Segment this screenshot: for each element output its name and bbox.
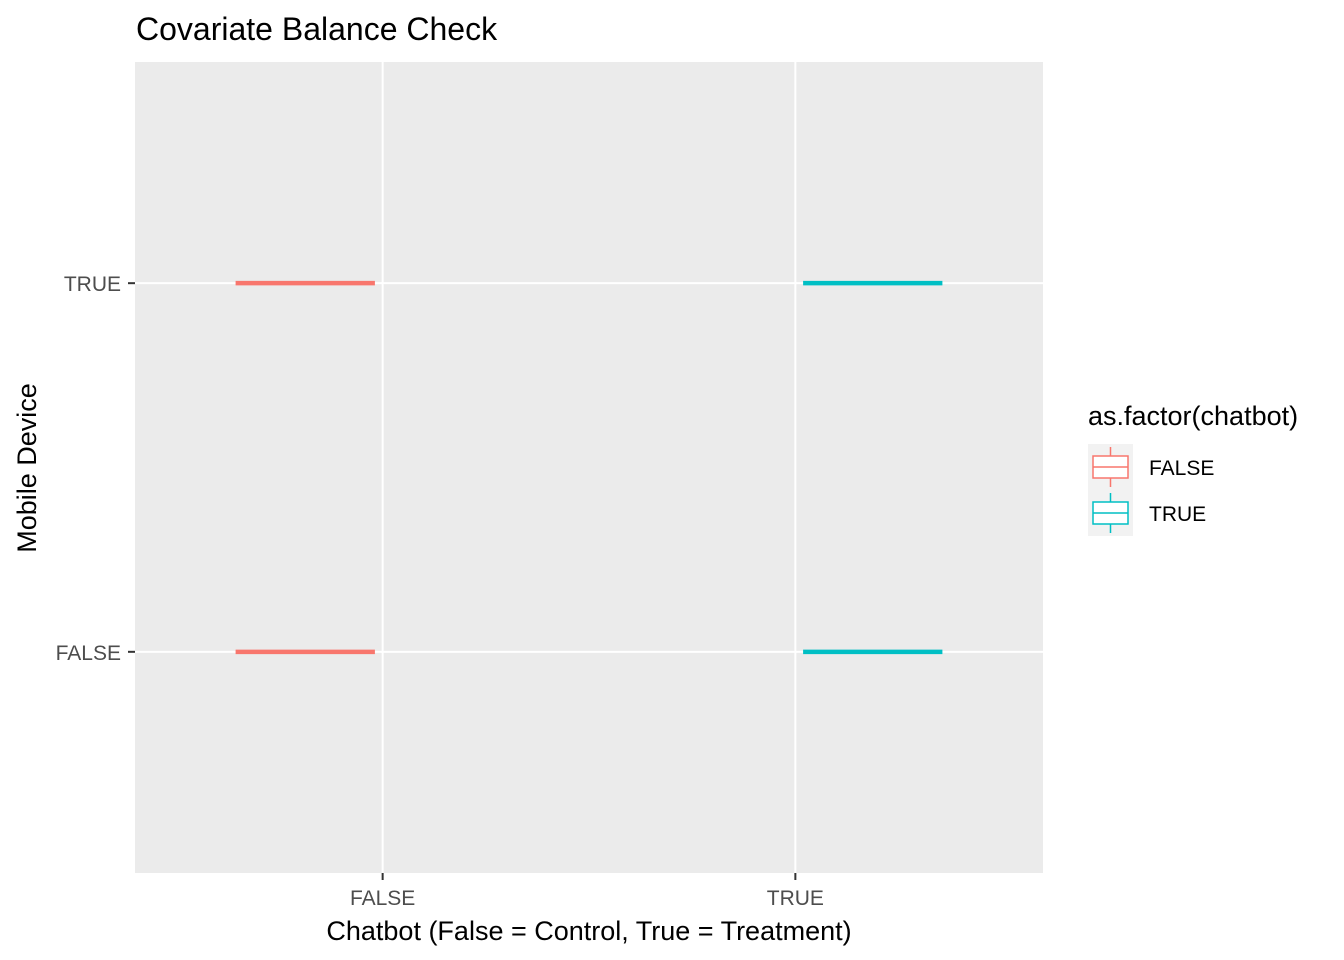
x-axis-title: Chatbot (False = Control, True = Treatme…: [326, 916, 851, 946]
legend-label: TRUE: [1149, 503, 1206, 526]
legend: as.factor(chatbot) FALSE TRUE: [1088, 401, 1298, 536]
legend-title: as.factor(chatbot): [1088, 401, 1298, 431]
legend-label: FALSE: [1149, 457, 1214, 480]
chart-title: Covariate Balance Check: [136, 11, 498, 47]
x-tick-label: TRUE: [767, 887, 824, 910]
legend-keys: FALSE TRUE: [1088, 444, 1214, 536]
tick-labels: FALSE TRUE FALSE TRUE: [56, 273, 824, 910]
y-axis-title: Mobile Device: [12, 383, 42, 553]
y-tick-label: FALSE: [56, 642, 121, 665]
box-marks: [235, 280, 943, 655]
plot-panel: [135, 62, 1043, 873]
axis-ticks: [128, 282, 797, 880]
legend-item: FALSE: [1088, 444, 1214, 490]
y-tick-label: TRUE: [64, 273, 121, 296]
x-tick-label: FALSE: [350, 887, 415, 910]
legend-item: TRUE: [1088, 490, 1206, 536]
